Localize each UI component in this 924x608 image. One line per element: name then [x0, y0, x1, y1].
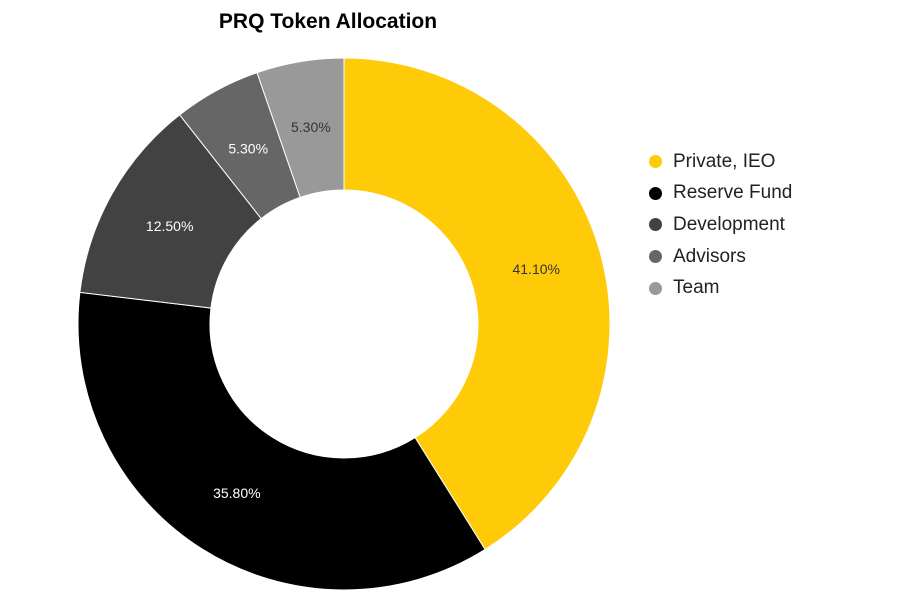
legend-swatch-icon [649, 281, 662, 295]
legend-label: Team [673, 277, 720, 299]
legend-label: Private, IEO [673, 150, 776, 172]
legend-label: Development [673, 213, 785, 235]
legend-label: Reserve Fund [673, 182, 793, 204]
chart-legend: Private, IEO Reserve Fund Development Advis… [649, 146, 792, 304]
legend-item-team: Team [649, 272, 792, 304]
chart-title: PRQ Token Allocation [218, 10, 438, 33]
legend-item-advisors: Advisors [649, 241, 792, 273]
legend-item-reserve-fund: Reserve Fund [649, 178, 792, 210]
legend-swatch-icon [649, 250, 662, 264]
data-label-reserve-fund: 35.80% [213, 485, 260, 501]
slice-team [256, 57, 345, 198]
legend-item-development: Development [649, 209, 792, 241]
slice-private-ieo [343, 57, 611, 551]
data-label-private-ieo: 41.10% [512, 261, 559, 277]
slice-development [79, 114, 262, 309]
data-label-development: 12.50% [146, 218, 193, 234]
legend-swatch-icon [649, 155, 662, 169]
data-label-team: 5.30% [291, 119, 331, 135]
legend-item-private-ieo: Private, IEO [649, 146, 792, 178]
donut-chart: 41.10% 35.80% 12.50% 5.30% 5.30% [77, 57, 611, 591]
legend-swatch-icon [649, 218, 662, 232]
data-label-advisors: 5.30% [228, 140, 268, 156]
legend-swatch-icon [649, 186, 662, 200]
legend-label: Advisors [673, 245, 746, 267]
slice-reserve-fund [77, 291, 486, 591]
